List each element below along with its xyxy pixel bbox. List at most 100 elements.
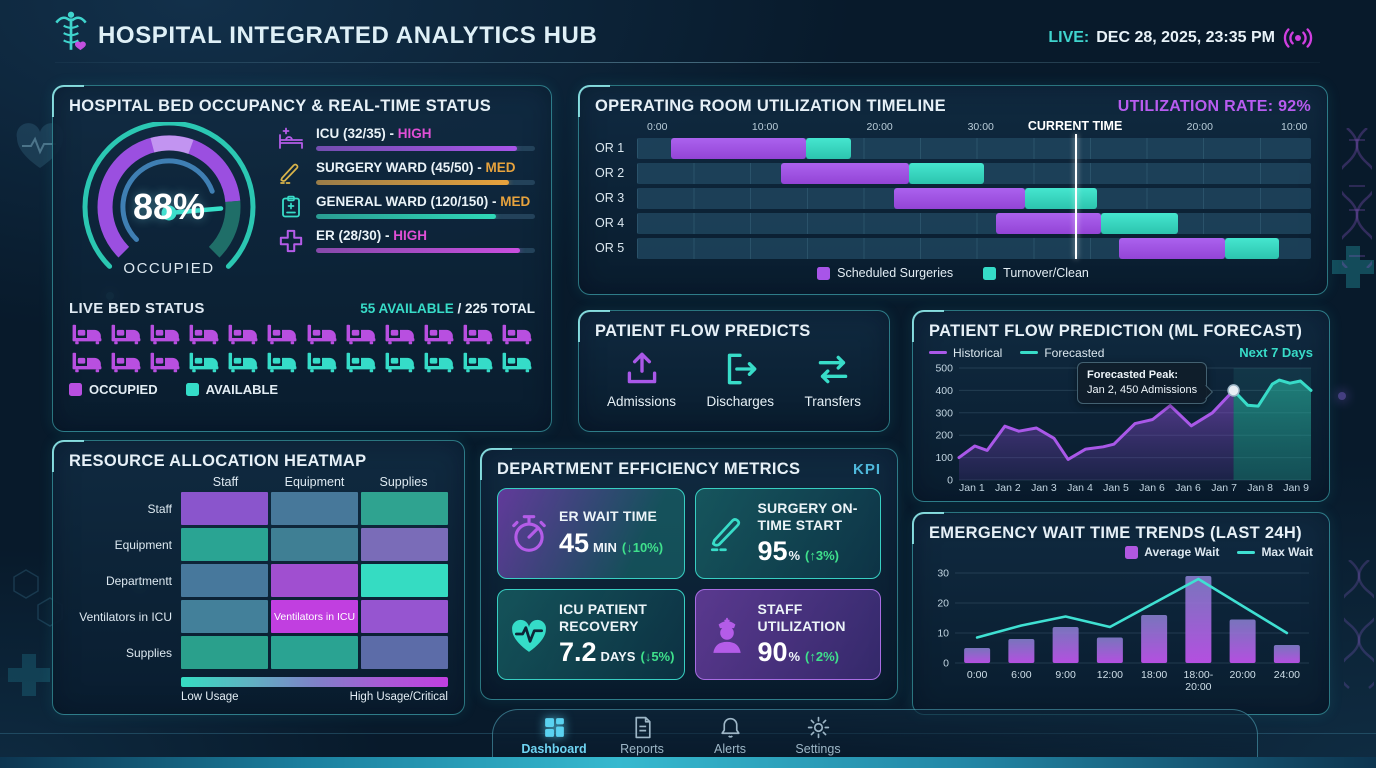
turnover-clean-bar[interactable] xyxy=(1225,238,1280,259)
heatmap-cell[interactable] xyxy=(271,564,358,597)
or-track xyxy=(637,238,1311,259)
nav-items: Dashboard Reports Alerts Settings xyxy=(521,715,849,756)
flow-item-admissions[interactable]: Admissions xyxy=(607,351,676,409)
heatmap-cell[interactable] xyxy=(361,636,448,669)
tooltip-line2: Jan 2, 450 Admissions xyxy=(1087,383,1198,396)
x-axis-label: Jan 3 xyxy=(1031,482,1057,494)
heatmap-cell[interactable]: Ventilators in ICU xyxy=(271,600,358,633)
turnover-clean-bar[interactable] xyxy=(908,163,985,184)
or-track xyxy=(637,213,1311,234)
avg-wait-bar[interactable] xyxy=(964,648,991,663)
app-title: HOSPITAL INTEGRATED ANALYTICS HUB xyxy=(98,22,598,49)
turnover-clean-bar[interactable] xyxy=(806,138,851,159)
x-axis-label: 18:00- 20:00 xyxy=(1183,669,1214,694)
heatmap-cell[interactable] xyxy=(181,564,268,597)
heatmap-cell[interactable] xyxy=(181,492,268,525)
avg-wait-bar[interactable] xyxy=(1096,637,1123,664)
bed-icon xyxy=(150,324,180,345)
svg-text:100: 100 xyxy=(935,452,953,464)
ward-item: ER (28/30) - HIGH xyxy=(277,228,535,253)
panel-title: EMERGENCY WAIT TIME TRENDS (LAST 24H) xyxy=(929,524,1302,542)
heatmap-row-label: Ventilators in ICU xyxy=(79,609,172,624)
heatmap-cell[interactable] xyxy=(361,492,448,525)
legend-item: Forecasted xyxy=(1020,346,1104,360)
heatmap-cell[interactable] xyxy=(181,600,268,633)
legend-item: AVAILABLE xyxy=(185,382,278,397)
kpi-card[interactable]: SURGERY ON-TIME START 95% (↑3%) xyxy=(695,488,881,579)
x-axis-label: Jan 6 xyxy=(1139,482,1165,494)
live-status: LIVE: DEC 28, 2025, 23:35 PM xyxy=(1048,26,1314,50)
ward-item: ICU (32/35) - HIGH xyxy=(277,126,535,151)
bed-occupied xyxy=(304,324,339,345)
scheduled-surgery-bar[interactable] xyxy=(780,163,909,184)
kpi-delta: (↓5%) xyxy=(640,648,675,664)
gauge-value: 88% xyxy=(132,186,206,227)
heatmap-cell[interactable] xyxy=(271,636,358,669)
resource-heatmap-panel: RESOURCE ALLOCATION HEATMAP Staff Equipme… xyxy=(51,439,465,715)
kpi-title: STAFF UTILIZATION xyxy=(757,601,846,634)
or-track xyxy=(637,163,1311,184)
nav-item-dashboard[interactable]: Dashboard xyxy=(521,715,587,756)
scheduled-surgery-bar[interactable] xyxy=(996,213,1102,234)
header-divider xyxy=(55,62,1320,63)
bed-occupied xyxy=(265,324,300,345)
x-axis-label: Jan 8 xyxy=(1247,482,1273,494)
kpi-title: ER WAIT TIME xyxy=(559,508,658,525)
heatmap-cell[interactable] xyxy=(271,492,358,525)
kpi-card[interactable]: STAFF UTILIZATION 90% (↑2%) xyxy=(695,589,881,680)
flow-label: Admissions xyxy=(607,394,677,409)
time-axis-tick: 20:00 xyxy=(866,121,893,133)
general-ward-icon xyxy=(282,195,300,218)
gauge-label: OCCUPIED xyxy=(123,260,215,277)
kpi-value: 95 xyxy=(757,535,788,566)
stopwatch-icon xyxy=(512,514,546,552)
nav-item-reports[interactable]: Reports xyxy=(611,715,673,756)
kpi-value-row: 7.2 DAYS (↓5%) xyxy=(559,637,674,668)
panel-title: RESOURCE ALLOCATION HEATMAP xyxy=(69,452,367,470)
heatmap-cell[interactable] xyxy=(181,528,268,561)
scheduled-surgery-bar[interactable] xyxy=(670,138,807,159)
avg-wait-bar[interactable] xyxy=(1185,576,1212,663)
heatmap-column-header: Equipment xyxy=(284,475,345,489)
header: HOSPITAL INTEGRATED ANALYTICS HUB LIVE: … xyxy=(0,0,1376,63)
x-axis-label: Jan 5 xyxy=(1103,482,1129,494)
panel-title: HOSPITAL BED OCCUPANCY & REAL-TIME STATU… xyxy=(69,97,492,115)
avg-wait-bar[interactable] xyxy=(1141,615,1168,663)
bed-icon xyxy=(307,324,337,345)
heart-pulse-icon xyxy=(512,619,546,652)
heatmap-cell[interactable] xyxy=(271,528,358,561)
bed-icon xyxy=(385,352,415,373)
bed-icon xyxy=(346,324,376,345)
heatmap-cell[interactable] xyxy=(361,564,448,597)
kpi-card[interactable]: ICU PATIENT RECOVERY 7.2 DAYS (↓5%) xyxy=(497,589,686,680)
patient-flow-panel: PATIENT FLOW PREDICTS Admissions Dischar… xyxy=(577,309,890,432)
nav-item-alerts[interactable]: Alerts xyxy=(699,715,761,756)
gauge-graphic xyxy=(82,122,256,269)
bed-status-grid xyxy=(69,324,535,373)
bed-icon xyxy=(502,352,532,373)
ward-level-badge: HIGH xyxy=(397,126,432,141)
flow-item-discharges[interactable]: Discharges xyxy=(706,351,774,409)
turnover-clean-bar[interactable] xyxy=(1024,188,1098,209)
heatmap-cell[interactable] xyxy=(361,600,448,633)
avg-wait-bar[interactable] xyxy=(1008,639,1035,663)
kpi-unit: DAYS xyxy=(600,648,636,664)
er-x-labels: 0:00 6:00 9:00 12:00 18:00 18:00- 20:00 20:00 2… xyxy=(955,669,1309,693)
scheduled-surgery-bar[interactable] xyxy=(893,188,1025,209)
nav-item-settings[interactable]: Settings xyxy=(787,715,849,756)
scheduled-surgery-bar[interactable] xyxy=(1118,238,1226,259)
heatmap-row: Equipment xyxy=(69,528,448,561)
avg-wait-bar[interactable] xyxy=(1273,645,1300,663)
kpi-card[interactable]: ER WAIT TIME 45 MIN (↓10%) xyxy=(497,488,686,579)
bed-occupied xyxy=(147,324,182,345)
bed-icon xyxy=(189,352,219,373)
or-row-label: OR 1 xyxy=(595,141,625,155)
heatmap-cell[interactable] xyxy=(361,528,448,561)
heatmap-cell[interactable] xyxy=(181,636,268,669)
flow-item-transfers[interactable]: Transfers xyxy=(804,351,861,409)
heatmap-row-label: Supplies xyxy=(125,645,172,660)
turnover-clean-bar[interactable] xyxy=(1101,213,1179,234)
avg-wait-bar[interactable] xyxy=(1052,627,1079,663)
forecast-peak-tooltip: Forecasted Peak: Jan 2, 450 Admissions xyxy=(1077,362,1208,404)
avg-wait-bar[interactable] xyxy=(1229,619,1256,664)
